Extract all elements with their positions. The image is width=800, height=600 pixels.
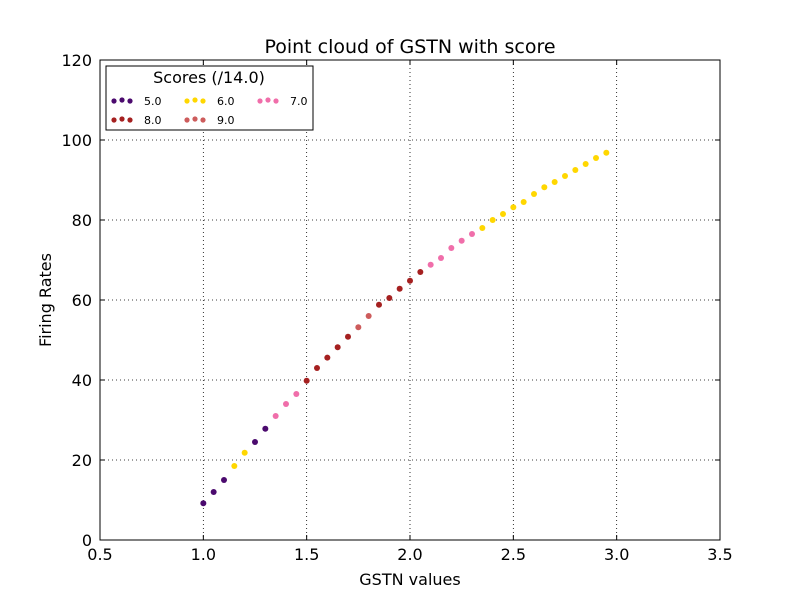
legend-entries: 5.0 6.0 7.0 8.0 9.0 [111, 95, 308, 127]
y-tick-label: 20 [72, 451, 92, 470]
data-point-score-7.0 [427, 261, 434, 268]
data-points [200, 149, 610, 507]
data-point-score-7.0 [458, 237, 465, 244]
data-point-score-6.0 [593, 155, 599, 161]
data-point-score-8.0 [334, 344, 341, 351]
data-point-score-5.0 [262, 425, 269, 432]
legend-marker-5.0 [127, 98, 133, 104]
data-point-score-6.0 [520, 199, 527, 205]
data-point-score-8.0 [376, 301, 382, 308]
x-tick-label: 1.0 [191, 545, 216, 564]
x-tick-label: 3.0 [604, 545, 629, 564]
data-point-score-6.0 [582, 161, 589, 167]
x-axis-label: GSTN values [359, 570, 460, 589]
y-tick-label: 60 [72, 291, 92, 310]
data-point-score-7.0 [448, 245, 455, 251]
data-point-score-7.0 [283, 401, 289, 407]
legend-marker-8.0 [119, 116, 125, 122]
data-point-score-7.0 [469, 231, 475, 237]
legend-marker-9.0 [200, 117, 206, 123]
legend: Scores (/14.0) 5.0 6.0 7.0 8.0 9.0 [105, 65, 314, 131]
legend-marker-9.0 [184, 117, 190, 123]
legend-label-7.0: 7.0 [290, 95, 308, 108]
data-point-score-6.0 [510, 204, 517, 211]
y-tick-label: 120 [61, 51, 92, 70]
legend-marker-8.0 [111, 117, 117, 123]
data-point-score-5.0 [210, 489, 217, 495]
data-point-score-9.0 [365, 313, 372, 319]
data-point-score-5.0 [221, 477, 227, 483]
legend-marker-7.0 [273, 98, 279, 104]
legend-label-8.0: 8.0 [144, 114, 162, 127]
data-point-score-8.0 [386, 295, 393, 301]
y-axis-label: Firing Rates [36, 253, 55, 347]
legend-box [105, 65, 314, 131]
legend-label-6.0: 6.0 [217, 95, 235, 108]
data-point-score-8.0 [345, 333, 351, 340]
legend-marker-6.0 [184, 98, 190, 104]
data-point-score-8.0 [396, 285, 403, 292]
y-axis-ticks: 0 20 40 60 80 100 120 [61, 51, 720, 550]
x-tick-label: 1.5 [294, 545, 319, 564]
legend-marker-6.0 [192, 97, 198, 103]
data-point-score-6.0 [489, 217, 496, 223]
data-point-score-6.0 [551, 179, 558, 185]
x-tick-label: 3.5 [707, 545, 732, 564]
data-point-score-6.0 [541, 184, 548, 191]
data-point-score-9.0 [355, 324, 362, 331]
legend-marker-7.0 [265, 97, 271, 103]
x-tick-label: 0.5 [87, 545, 112, 564]
legend-marker-5.0 [119, 97, 125, 103]
data-point-score-5.0 [200, 500, 207, 507]
data-point-score-6.0 [231, 463, 238, 469]
legend-title: Scores (/14.0) [153, 68, 265, 87]
data-point-score-7.0 [272, 413, 279, 419]
legend-marker-6.0 [200, 98, 206, 104]
grid-lines [100, 60, 720, 540]
x-axis-ticks: 0.5 1.0 1.5 2.0 2.5 3.0 3.5 [87, 60, 733, 564]
data-point-score-8.0 [314, 365, 320, 371]
legend-label-9.0: 9.0 [217, 114, 235, 127]
data-point-score-7.0 [438, 255, 444, 261]
data-point-score-8.0 [324, 354, 331, 361]
y-tick-label: 100 [61, 131, 92, 150]
legend-marker-7.0 [257, 98, 263, 104]
data-point-score-8.0 [407, 277, 413, 284]
data-point-score-6.0 [479, 225, 486, 231]
data-point-score-6.0 [241, 449, 248, 456]
legend-marker-8.0 [127, 117, 133, 123]
x-tick-label: 2.5 [501, 545, 526, 564]
data-point-score-6.0 [500, 211, 506, 217]
legend-marker-9.0 [192, 116, 198, 122]
x-tick-label: 2.0 [397, 545, 422, 564]
data-point-score-7.0 [293, 391, 300, 397]
y-tick-label: 80 [72, 211, 92, 230]
y-tick-label: 40 [72, 371, 92, 390]
y-tick-label: 0 [82, 531, 92, 550]
data-point-score-5.0 [252, 439, 258, 445]
data-point-score-6.0 [572, 167, 579, 173]
data-point-score-6.0 [562, 173, 568, 179]
chart-title: Point cloud of GSTN with score [264, 36, 555, 58]
legend-label-5.0: 5.0 [144, 95, 162, 108]
data-point-score-8.0 [303, 377, 310, 384]
legend-marker-5.0 [111, 98, 117, 104]
data-point-score-6.0 [603, 149, 610, 156]
data-point-score-6.0 [531, 191, 537, 197]
data-point-score-8.0 [417, 269, 424, 275]
